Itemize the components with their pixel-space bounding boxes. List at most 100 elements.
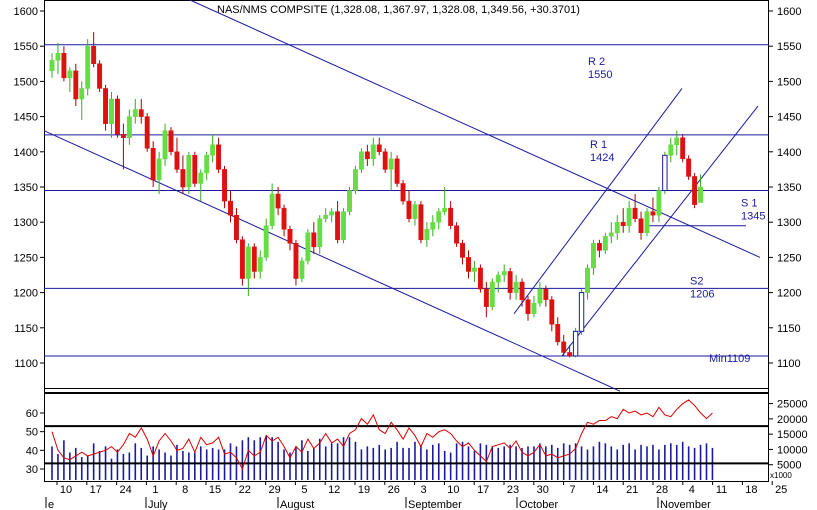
trendline — [513, 88, 683, 315]
date-tick-label: 26 — [388, 484, 400, 496]
date-tick-label: 29 — [268, 484, 280, 496]
indicator-axis: 30 40 50 60 — [26, 408, 44, 476]
price-tick-label-left: 1400 — [14, 147, 38, 159]
month-label: July — [148, 499, 168, 510]
candle-body — [572, 330, 579, 357]
price-tick-label-right: 1100 — [777, 358, 801, 370]
month-label: October — [519, 499, 558, 510]
candle-body — [370, 144, 376, 160]
volume-bars — [51, 435, 714, 480]
price-tick-label-left: 1350 — [14, 182, 38, 194]
candle-body — [430, 221, 436, 230]
volume-axis: 5000 10000 15000 20000 25000 x1000 — [769, 399, 808, 480]
candle-body — [668, 144, 674, 156]
candle-body — [448, 207, 454, 226]
price-tick-label-right: 1550 — [777, 41, 801, 53]
candle-body — [239, 239, 245, 279]
level-label: R 1 — [590, 139, 607, 151]
candle-body — [138, 109, 144, 117]
level-label: S2 — [690, 275, 703, 287]
candle-body — [347, 190, 352, 212]
candle-body — [495, 274, 501, 283]
date-tick-label: 22 — [239, 484, 251, 496]
date-tick-label: 17 — [90, 484, 102, 496]
trend-channel-lines — [43, 0, 761, 392]
candle-body — [424, 228, 430, 241]
candle-body — [305, 232, 311, 262]
indicator-line — [51, 399, 713, 471]
candle-body — [525, 299, 531, 314]
candle-body — [317, 218, 323, 248]
candle-body — [620, 221, 626, 226]
candle-body — [364, 151, 370, 160]
candle-body — [662, 154, 668, 192]
candle-body — [150, 148, 156, 181]
indicator-tick-label: 60 — [26, 408, 38, 420]
candle-body — [144, 116, 150, 149]
price-tick-label-right: 1200 — [777, 288, 801, 300]
candle-body — [186, 155, 192, 188]
candle-body — [650, 211, 656, 216]
indicator-reference-lines — [44, 425, 769, 465]
date-tick-label: 23 — [507, 484, 519, 496]
trendline — [43, 130, 621, 392]
volume-tick-label: 25000 — [777, 399, 808, 411]
candle-body — [460, 243, 466, 258]
candle-body — [644, 211, 650, 234]
price-tick-label-right: 1150 — [777, 323, 801, 335]
chart-title: NAS/NMS COMPSITE (1,328.08, 1,367.97, 1,… — [217, 4, 580, 16]
candle-body — [519, 281, 525, 300]
candle-body — [489, 281, 495, 307]
candle-body — [335, 211, 341, 241]
date-tick-label: 4 — [689, 484, 695, 496]
indicator-tick-label: 30 — [26, 464, 38, 476]
level-label: Min1109 — [709, 353, 750, 365]
candle-body — [698, 186, 703, 203]
price-axis-left: 1100 1150 1200 1250 1300 1350 1400 1450 1500 1550… — [14, 6, 44, 370]
level-value-label: 1424 — [590, 152, 614, 164]
candle-body — [632, 207, 638, 219]
trendline — [189, 0, 761, 258]
candle-body — [596, 243, 602, 251]
candle-body — [382, 151, 388, 170]
candle-body — [73, 70, 79, 100]
price-tick-label-right: 1250 — [777, 252, 801, 264]
date-tick-label: 21 — [626, 484, 638, 496]
candle-body — [329, 211, 335, 216]
price-tick-label-left: 1100 — [14, 358, 38, 370]
candle-body — [406, 200, 412, 219]
candle-body — [103, 88, 108, 124]
trendline — [561, 105, 759, 357]
candle-body — [543, 288, 549, 300]
price-tick-label-right: 1450 — [777, 112, 801, 124]
month-label: August — [280, 499, 314, 510]
price-tick-label-right: 1400 — [777, 147, 801, 159]
candle-body — [638, 218, 644, 234]
level-label: S 1 — [741, 198, 758, 210]
candle-body — [531, 302, 537, 314]
candle-body — [216, 144, 222, 170]
candle-body — [537, 288, 543, 304]
candle-body — [174, 151, 180, 170]
volume-tick-label: 5000 — [777, 460, 801, 472]
candle-body — [376, 144, 382, 153]
candle-body — [341, 211, 347, 241]
candle-body — [454, 225, 460, 244]
date-tick-label: 10 — [60, 484, 72, 496]
candle-body — [269, 193, 275, 226]
price-tick-label-left: 1300 — [14, 217, 38, 229]
volume-tick-label: 20000 — [777, 414, 808, 426]
candle-body — [299, 260, 305, 279]
candle-body — [275, 193, 281, 209]
candle-body — [400, 183, 406, 202]
date-tick-label: 5 — [301, 484, 307, 496]
candle-body — [311, 232, 317, 248]
candle-body — [418, 204, 424, 241]
date-tick-label: 7 — [570, 484, 576, 496]
candle-body — [323, 214, 329, 219]
price-tick-label-left: 1250 — [14, 252, 38, 264]
candle-body — [180, 169, 186, 188]
candle-body — [126, 116, 132, 138]
candle-body — [674, 137, 680, 146]
